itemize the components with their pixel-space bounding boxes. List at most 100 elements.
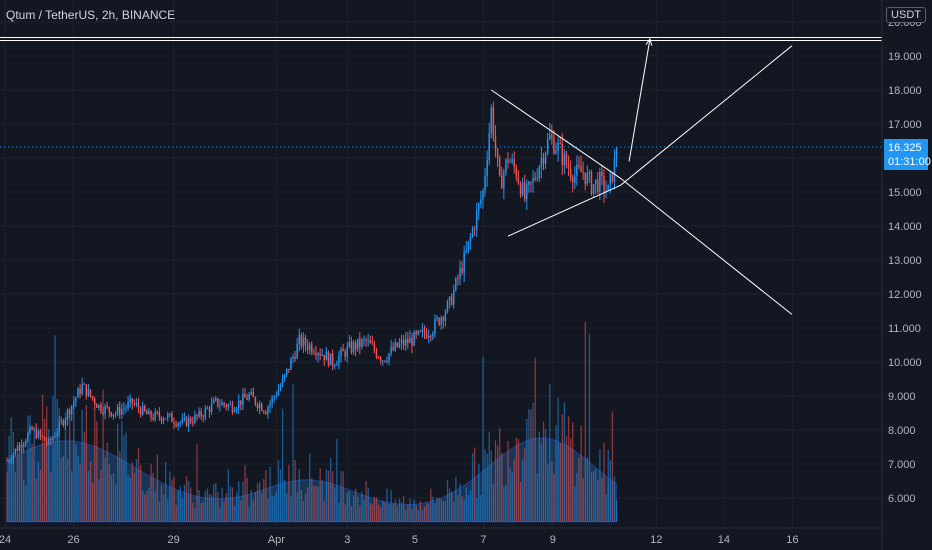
volume-bar — [58, 408, 60, 522]
volume-bar — [125, 432, 127, 522]
candle-body — [321, 354, 323, 356]
volume-bar — [524, 448, 526, 522]
volume-bar — [261, 492, 263, 522]
volume-bar — [73, 406, 75, 522]
candle-body — [118, 407, 121, 415]
candle-body — [486, 159, 488, 176]
volume-bar — [64, 411, 67, 522]
y-tick-label: 12.000 — [888, 289, 922, 301]
candle-body — [417, 330, 419, 335]
candle-body — [436, 318, 438, 320]
candle-body — [599, 171, 601, 192]
volume-bar — [81, 409, 83, 522]
volume-bar — [496, 445, 499, 522]
volume-bar — [380, 508, 382, 522]
candle-body — [494, 136, 497, 149]
candle-body — [45, 440, 48, 443]
volume-bar — [442, 501, 444, 522]
volume-bar — [185, 476, 188, 522]
candle-body — [219, 405, 221, 407]
volume-bar — [273, 496, 275, 522]
candle-body — [244, 393, 246, 398]
volume-bar — [396, 505, 399, 522]
candle-body — [342, 349, 344, 352]
volume-bar — [428, 504, 430, 522]
candle-body — [141, 405, 144, 415]
volume-bar — [227, 469, 229, 522]
candle-body — [68, 409, 71, 415]
volume-bar — [252, 500, 255, 522]
candle-body — [333, 365, 336, 367]
volume-bar — [250, 489, 252, 522]
volume-bar — [167, 499, 169, 522]
volume-bar — [323, 500, 325, 522]
y-tick-label: 9.000 — [888, 391, 916, 403]
volume-bar — [592, 470, 595, 522]
candle-body — [375, 350, 378, 358]
volume-bar — [371, 504, 374, 522]
volume-bar — [98, 479, 100, 522]
volume-bar — [165, 461, 167, 522]
candle-body — [154, 411, 156, 420]
volume-bar — [567, 416, 570, 522]
currency-label[interactable]: USDT — [886, 7, 926, 23]
candle-body — [256, 404, 259, 409]
candle-body — [52, 437, 54, 441]
candle-body — [93, 398, 96, 405]
candle-body — [146, 410, 148, 415]
candle-body — [62, 420, 65, 426]
volume-bar — [599, 449, 601, 522]
candle-body — [231, 403, 234, 413]
candle-body — [223, 402, 225, 405]
volume-bar — [223, 501, 225, 522]
candle-body — [413, 332, 415, 346]
volume-bar — [271, 495, 273, 522]
candle-body — [359, 338, 361, 347]
volume-bar — [181, 498, 184, 522]
volume-bar — [294, 460, 296, 522]
candle-body — [515, 167, 518, 178]
volume-bar — [329, 458, 332, 522]
volume-bar — [135, 459, 138, 522]
candle-body — [557, 142, 559, 151]
volume-bar — [311, 478, 313, 522]
candle-body — [129, 398, 131, 402]
volume-bar — [561, 414, 563, 522]
candle-body — [609, 173, 612, 185]
volume-bar — [198, 490, 200, 522]
candle-body — [354, 342, 357, 350]
candle-body — [411, 337, 413, 346]
volume-bar — [417, 510, 419, 522]
volume-bar — [246, 477, 248, 522]
candle-body — [237, 400, 240, 409]
volume-bar — [547, 463, 549, 522]
candle-body — [177, 423, 179, 426]
volume-bar — [390, 489, 392, 522]
volume-bar — [486, 453, 488, 522]
volume-bar — [346, 492, 348, 522]
candle-body — [503, 172, 505, 189]
volume-bar — [56, 398, 58, 522]
volume-bar — [565, 436, 568, 522]
candle-body — [597, 179, 599, 192]
candle-body — [169, 413, 171, 415]
candle-body — [6, 460, 8, 462]
volume-bar — [551, 461, 553, 522]
candle-body — [235, 408, 238, 411]
volume-bar — [355, 489, 357, 522]
candle-body — [125, 407, 127, 409]
candle-body — [423, 329, 426, 334]
volume-bar — [455, 476, 457, 522]
volume-bar — [609, 460, 611, 522]
volume-bar — [570, 438, 572, 522]
volume-bar — [597, 479, 599, 522]
candle-body — [189, 418, 192, 423]
candle-body — [356, 338, 359, 350]
candle-body — [240, 400, 242, 406]
candle-body — [14, 448, 17, 454]
volume-bar — [144, 494, 146, 522]
last-price-value: 16.325 — [888, 141, 922, 154]
volume-bar — [542, 421, 545, 522]
volume-bar — [392, 503, 394, 522]
